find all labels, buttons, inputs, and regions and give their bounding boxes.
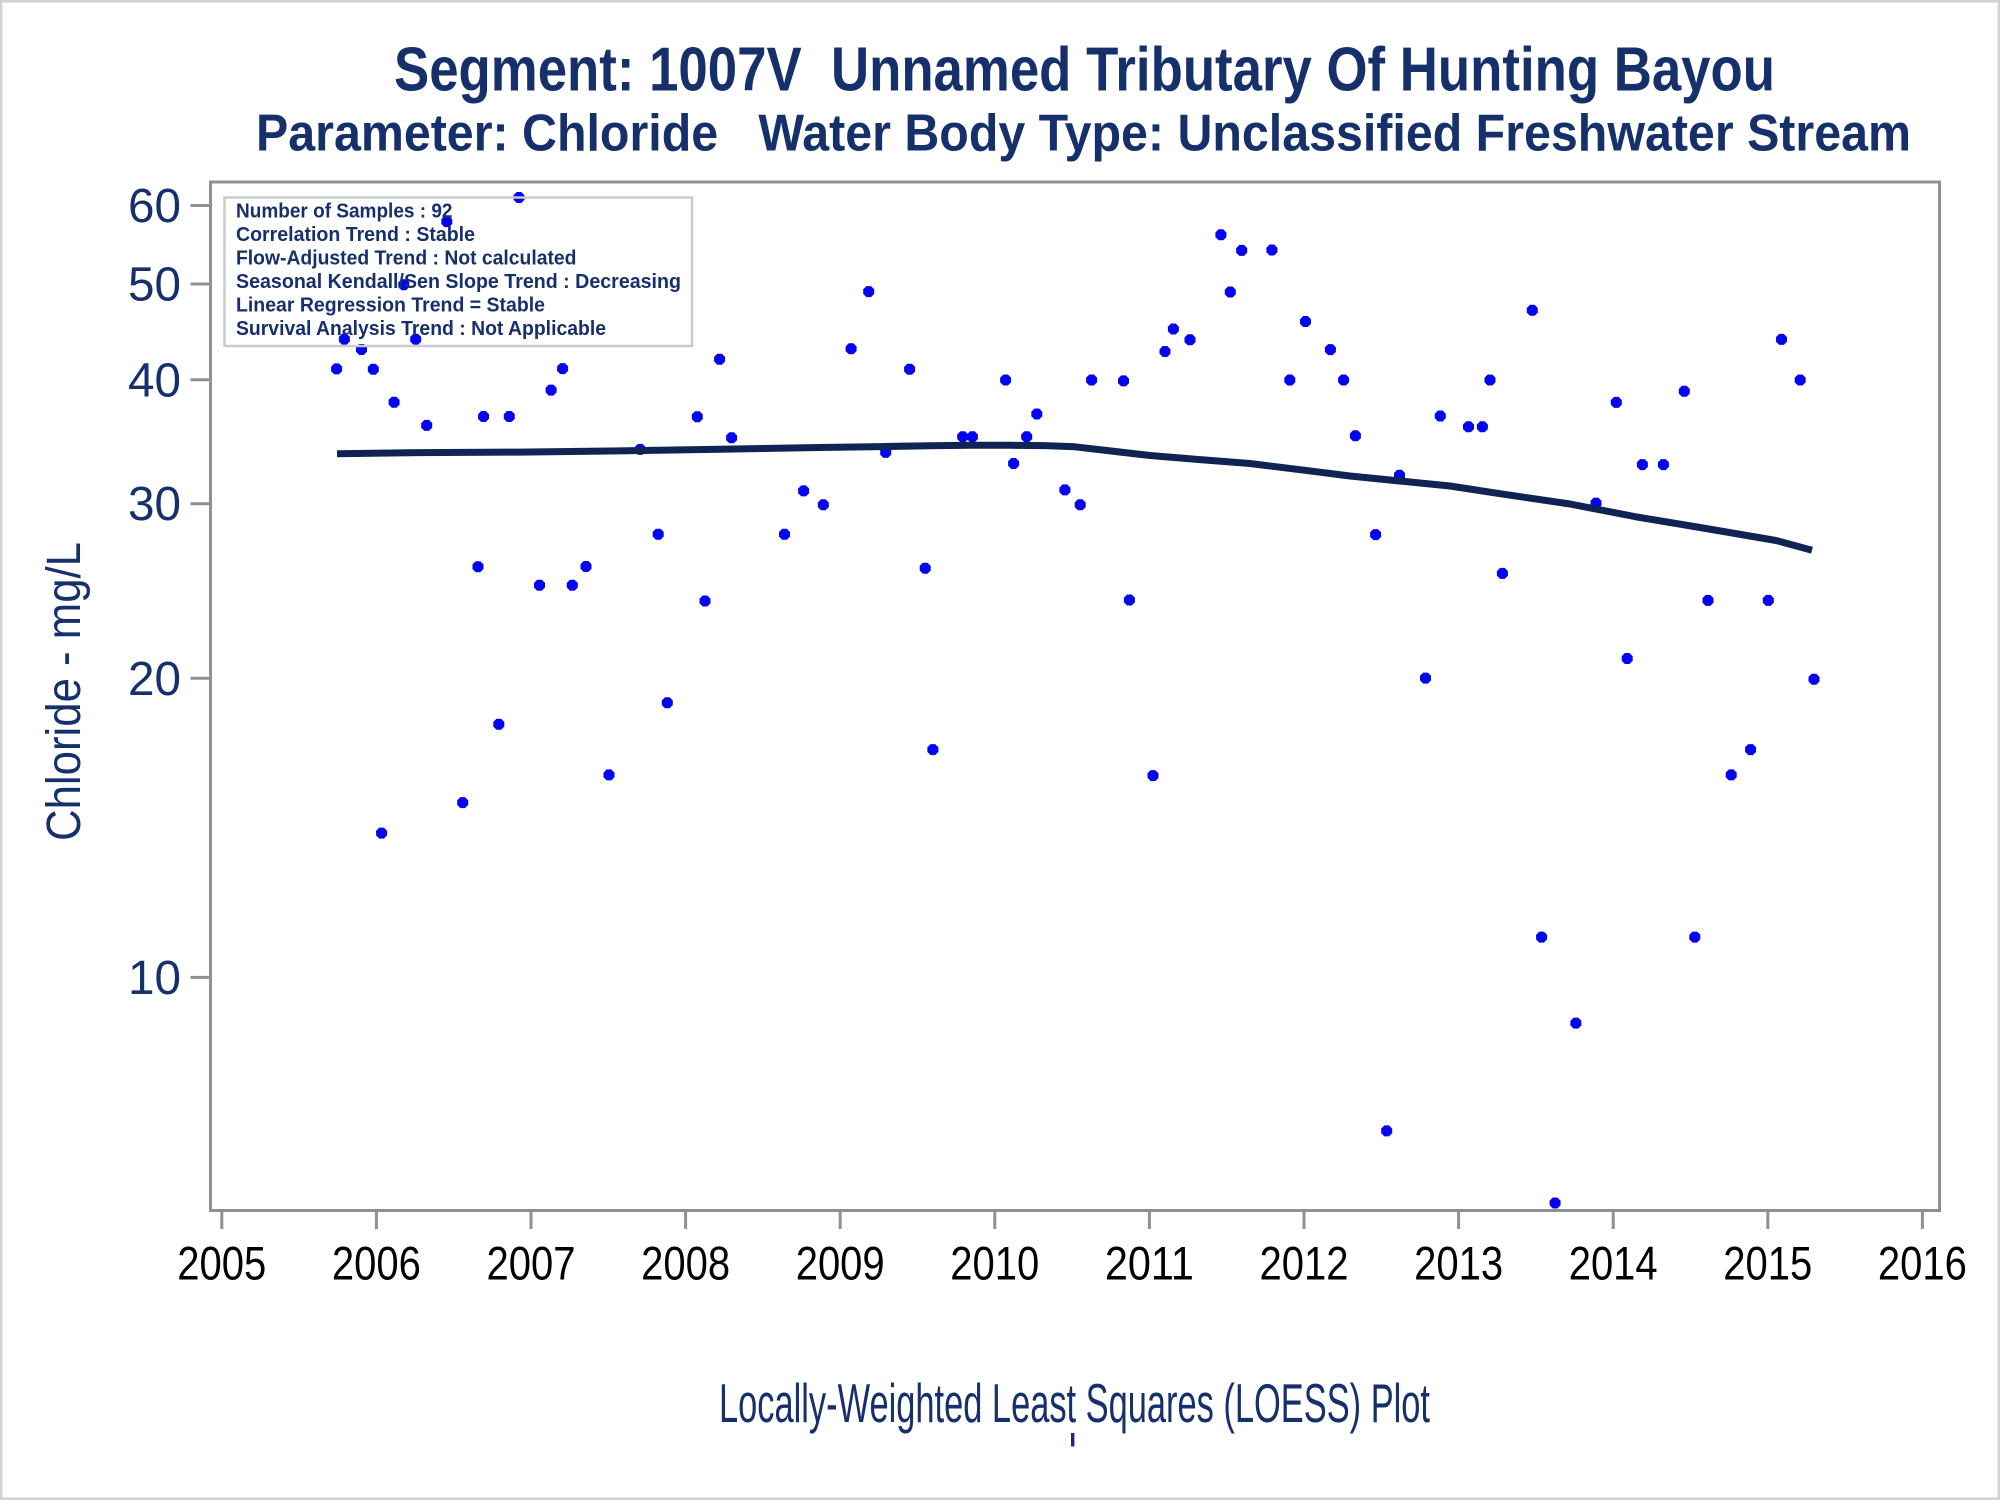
svg-text:Parameter: Chloride Water Bo: Parameter: Chloride Water Body Type: Unc… bbox=[256, 104, 1911, 162]
svg-text:2013: 2013 bbox=[1414, 1237, 1503, 1290]
svg-text:Chloride - mg/L: Chloride - mg/L bbox=[38, 542, 91, 841]
svg-text:Correlation Trend : Stable: Correlation Trend : Stable bbox=[236, 223, 475, 246]
svg-text:2016: 2016 bbox=[1878, 1237, 1967, 1290]
svg-text:2014: 2014 bbox=[1569, 1237, 1658, 1290]
svg-text:2006: 2006 bbox=[332, 1237, 421, 1290]
svg-text:20: 20 bbox=[128, 653, 181, 706]
svg-text:2015: 2015 bbox=[1723, 1237, 1812, 1290]
svg-text:2009: 2009 bbox=[796, 1237, 885, 1290]
svg-text:40: 40 bbox=[128, 354, 181, 407]
svg-text:2008: 2008 bbox=[641, 1237, 730, 1290]
svg-text:Seasonal Kendall/Sen Slope Tre: Seasonal Kendall/Sen Slope Trend : Decre… bbox=[236, 270, 681, 293]
svg-text:2005: 2005 bbox=[177, 1237, 266, 1290]
svg-text:60: 60 bbox=[128, 180, 181, 233]
svg-text:2011: 2011 bbox=[1105, 1237, 1194, 1290]
svg-text:30: 30 bbox=[128, 478, 181, 531]
svg-text:Locally-Weighted Least Squares: Locally-Weighted Least Squares (LOESS) P… bbox=[719, 1372, 1430, 1434]
svg-text:Flow-Adjusted Trend : Not calc: Flow-Adjusted Trend : Not calculated bbox=[236, 247, 577, 270]
svg-text:50: 50 bbox=[128, 259, 181, 312]
svg-text:Linear Regression Trend = Stab: Linear Regression Trend = Stable bbox=[236, 294, 545, 317]
svg-text:10: 10 bbox=[128, 952, 181, 1005]
svg-text:2007: 2007 bbox=[487, 1237, 576, 1290]
svg-text:2010: 2010 bbox=[950, 1237, 1039, 1290]
svg-text:Survival Analysis Trend : Not: Survival Analysis Trend : Not Applicable bbox=[236, 317, 606, 340]
svg-text:Number of Samples : 92: Number of Samples : 92 bbox=[236, 200, 453, 223]
svg-text:2012: 2012 bbox=[1260, 1237, 1349, 1290]
svg-text:Segment: 1007V Unnamed Tribut: Segment: 1007V Unnamed Tributary Of Hunt… bbox=[394, 35, 1775, 105]
